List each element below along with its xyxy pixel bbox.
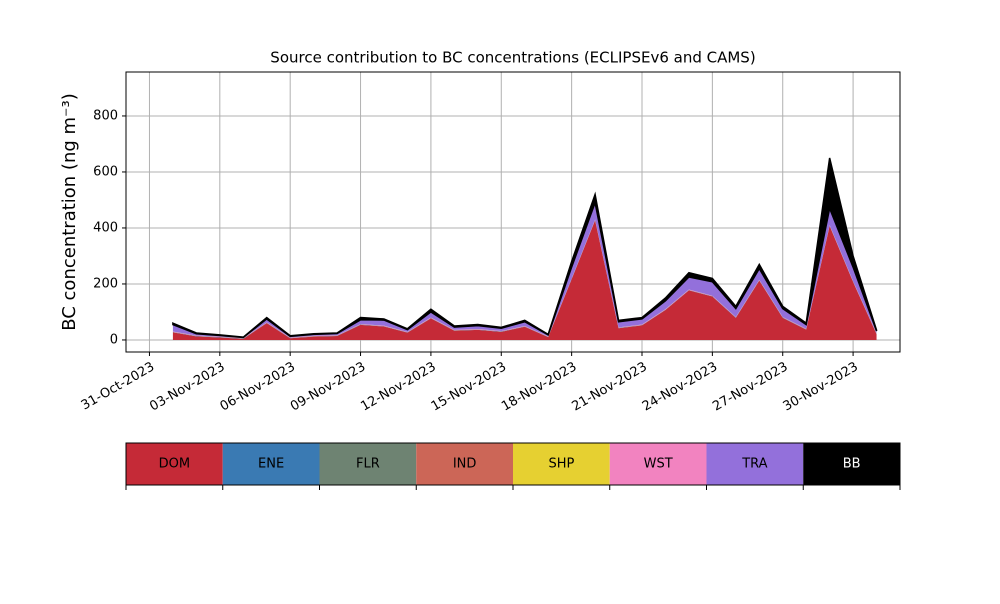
legend-frame [125, 442, 901, 486]
legend-swatch [803, 443, 900, 485]
legend-label: BB [843, 457, 861, 472]
x-tick-label: 31-Oct-2023 [79, 360, 157, 414]
x-tick-label: 09-Nov-2023 [288, 360, 368, 415]
legend-label: SHP [548, 457, 574, 472]
plot-frame [125, 71, 901, 353]
legend-label: DOM [159, 457, 190, 472]
x-tick-label: 18-Nov-2023 [499, 360, 579, 415]
y-tick-label: 600 [93, 164, 118, 179]
x-tick-label: 12-Nov-2023 [358, 360, 438, 415]
x-tick-label: 27-Nov-2023 [710, 360, 790, 415]
y-tick-label: 800 [93, 108, 118, 123]
legend-swatch [513, 443, 610, 485]
area [172, 220, 877, 340]
legend-swatch [319, 443, 417, 485]
legend-swatch [416, 443, 513, 485]
y-tick-label: 200 [93, 276, 118, 291]
x-tick-label: 21-Nov-2023 [569, 360, 649, 415]
x-tick-label: 24-Nov-2023 [640, 360, 720, 415]
legend-label: WST [644, 457, 673, 472]
x-tick-label: 15-Nov-2023 [429, 360, 509, 415]
legend-swatch [222, 443, 320, 485]
y-tick-label: 0 [110, 332, 118, 347]
legend-swatch [609, 443, 707, 485]
legend-label: FLR [356, 457, 380, 472]
x-tick-label: 06-Nov-2023 [218, 360, 298, 415]
x-tick-label: 03-Nov-2023 [147, 360, 227, 415]
legend-label: TRA [741, 457, 767, 472]
x-tick-label: 30-Nov-2023 [781, 360, 861, 415]
area [172, 157, 878, 339]
legend-swatch [126, 443, 223, 485]
legend-label: ENE [258, 457, 284, 472]
y-tick-label: 400 [93, 220, 118, 235]
y-axis-label: BC concentration (ng m⁻³) [59, 93, 80, 331]
legend-label: IND [453, 457, 477, 472]
legend-swatch [706, 443, 804, 485]
chart-title: Source contribution to BC concentrations… [270, 49, 755, 67]
